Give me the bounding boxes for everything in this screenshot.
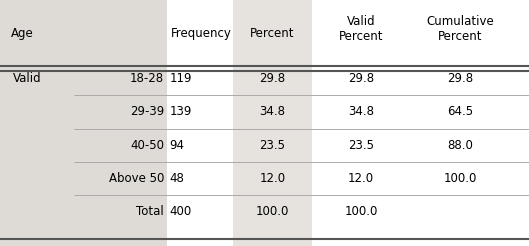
Bar [0,0,167,246]
Text: 23.5: 23.5 [348,139,374,152]
Text: 12.0: 12.0 [348,172,374,185]
Text: 400: 400 [169,205,191,218]
Text: 100.0: 100.0 [344,205,378,218]
Text: 34.8: 34.8 [259,106,286,118]
Text: 29.8: 29.8 [447,72,473,85]
Text: 18-28: 18-28 [130,72,164,85]
Text: 29-39: 29-39 [130,106,164,118]
Text: Valid
Percent: Valid Percent [339,15,384,43]
Text: Total: Total [136,205,164,218]
Bar [233,0,312,246]
Text: Percent: Percent [250,27,295,40]
Text: 88.0: 88.0 [448,139,473,152]
Text: 64.5: 64.5 [447,106,473,118]
Text: 29.8: 29.8 [348,72,374,85]
Text: Cumulative
Percent: Cumulative Percent [426,15,494,43]
Text: 100.0: 100.0 [256,205,289,218]
Text: 34.8: 34.8 [348,106,374,118]
Text: 23.5: 23.5 [259,139,286,152]
Text: 119: 119 [169,72,192,85]
Text: Above 50: Above 50 [108,172,164,185]
Text: 100.0: 100.0 [443,172,477,185]
Text: 40-50: 40-50 [130,139,164,152]
Text: 139: 139 [169,106,191,118]
Text: Valid: Valid [13,72,42,85]
Text: 12.0: 12.0 [259,172,286,185]
Text: 94: 94 [169,139,184,152]
Text: Frequency: Frequency [170,27,232,40]
Text: 48: 48 [169,172,184,185]
Text: Age: Age [11,27,33,40]
Text: 29.8: 29.8 [259,72,286,85]
